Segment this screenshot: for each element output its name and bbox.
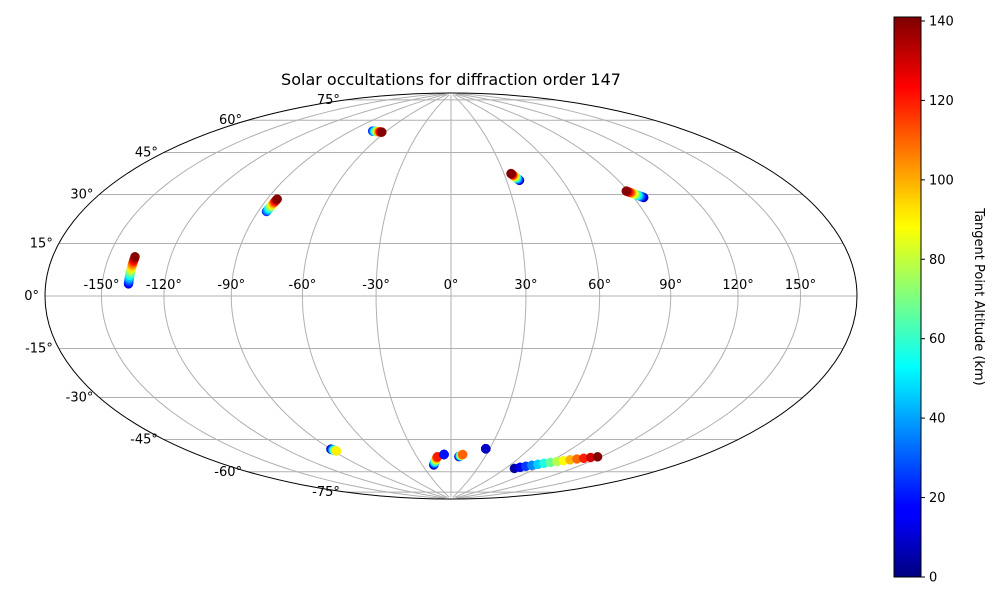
occultation-point xyxy=(592,452,603,462)
latitude-tick-label: 15° xyxy=(30,236,53,251)
meridian-line xyxy=(455,93,672,499)
colorbar: 0 20 40 60 80 100 120 140 Tangent Point Altitud… xyxy=(893,14,986,586)
occultation-point xyxy=(457,449,468,460)
colorbar-gradient xyxy=(893,16,922,578)
longitude-tick-label: 0° xyxy=(444,278,459,293)
longitude-tick-label: 30° xyxy=(514,278,537,293)
meridian-line xyxy=(457,93,739,499)
colorbar-tick-label: 20 xyxy=(929,491,946,506)
longitude-tick-label: -150° xyxy=(83,278,119,293)
occultation-point xyxy=(377,127,387,137)
meridian-line xyxy=(457,93,801,499)
longitude-tick-label: -120° xyxy=(146,278,182,293)
meridian-line xyxy=(101,93,445,499)
latitude-tick-label: 75° xyxy=(317,93,340,108)
map-boundary xyxy=(44,92,858,500)
latitude-tick-label: -60° xyxy=(214,465,242,480)
latitude-tick-label: -45° xyxy=(130,433,158,448)
meridian-line xyxy=(301,94,448,498)
occultation-point xyxy=(481,444,491,454)
colorbar-tick-label: 100 xyxy=(929,173,954,188)
meridian-line xyxy=(230,93,447,499)
longitude-tick-label: -60° xyxy=(289,278,317,293)
latitude-tick-label: -30° xyxy=(66,391,94,406)
longitude-tick-labels: -150° -120° -90° -60° -30° 0° 30° 60° 90° 120° 150… xyxy=(83,278,816,293)
latitude-tick-label: 45° xyxy=(135,145,158,160)
latitude-tick-label: -75° xyxy=(312,485,340,500)
occultation-point xyxy=(331,446,342,456)
longitude-tick-label: 90° xyxy=(659,278,682,293)
meridian-line xyxy=(375,94,450,498)
occultation-point xyxy=(130,252,140,262)
latitude-tick-label: 60° xyxy=(219,113,242,128)
longitude-tick-label: 120° xyxy=(722,278,753,293)
occultation-point xyxy=(272,194,282,204)
longitude-tick-label: -90° xyxy=(217,278,245,293)
colorbar-ticks: 0 20 40 60 80 100 120 140 xyxy=(921,14,954,586)
colorbar-tick-label: 120 xyxy=(929,94,954,109)
meridian-line xyxy=(454,94,601,498)
colorbar-label: Tangent Point Altitude (km) xyxy=(971,207,986,385)
latitude-tick-labels: 75° 60° 45° 30° 15° 0° -15° -30° -45° -60° -75° xyxy=(24,93,340,500)
longitude-tick-label: 60° xyxy=(588,278,611,293)
colorbar-tick-label: 40 xyxy=(929,412,946,427)
occultation-point xyxy=(506,168,516,179)
colorbar-tick-label: 80 xyxy=(929,253,946,268)
colorbar-tick-label: 140 xyxy=(929,14,954,29)
chart-title: Solar occultations for diffraction order… xyxy=(281,70,621,89)
meridian-line xyxy=(163,93,445,499)
colorbar-tick-label: 0 xyxy=(929,571,937,586)
latitude-tick-label: 0° xyxy=(24,289,39,304)
meridian-line xyxy=(452,94,527,498)
longitude-tick-label: -30° xyxy=(362,278,390,293)
map-grid xyxy=(45,93,857,499)
latitude-tick-label: 30° xyxy=(70,188,93,203)
longitude-tick-label: 150° xyxy=(785,278,816,293)
colorbar-tick-label: 60 xyxy=(929,332,946,347)
occultation-point xyxy=(621,186,632,196)
occultation-points xyxy=(123,126,649,474)
occultation-point xyxy=(439,449,449,460)
latitude-tick-label: -15° xyxy=(25,342,53,357)
